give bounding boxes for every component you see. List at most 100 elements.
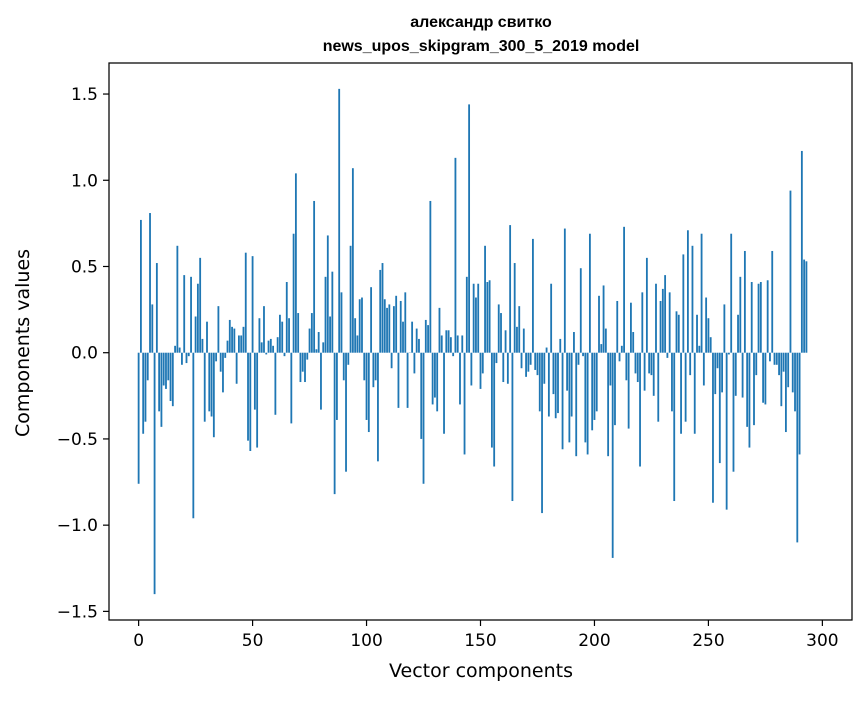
bar: [493, 353, 495, 467]
bar: [671, 353, 673, 412]
bar: [341, 292, 343, 352]
bar: [290, 353, 292, 424]
bar: [769, 353, 771, 362]
bar: [420, 353, 422, 439]
bar: [516, 327, 518, 353]
bar: [176, 246, 178, 353]
bar: [796, 353, 798, 543]
bar: [477, 284, 479, 353]
bar: [473, 284, 475, 353]
bar: [780, 353, 782, 406]
bar: [739, 277, 741, 353]
bar: [202, 339, 204, 353]
bar: [621, 346, 623, 353]
bar: [512, 353, 514, 501]
bar: [318, 332, 320, 353]
bar: [564, 229, 566, 353]
bar: [614, 353, 616, 425]
bar: [361, 298, 363, 353]
bar: [753, 353, 755, 425]
bar: [680, 353, 682, 434]
bar: [662, 289, 664, 353]
bar: [548, 353, 550, 417]
bar: [240, 335, 242, 352]
bar: [145, 353, 147, 422]
bar: [712, 353, 714, 503]
bar: [138, 353, 140, 484]
bar: [541, 353, 543, 513]
bar: [347, 353, 349, 365]
bar: [733, 353, 735, 472]
bar: [764, 353, 766, 405]
bar: [694, 353, 696, 434]
bar: [274, 353, 276, 415]
bar: [297, 313, 299, 353]
bar: [573, 332, 575, 353]
bar: [425, 320, 427, 353]
bar: [320, 353, 322, 410]
bar: [550, 284, 552, 353]
bar: [445, 330, 447, 352]
bar: [436, 353, 438, 412]
bar: [498, 304, 500, 352]
bar: [710, 337, 712, 353]
bar: [692, 246, 694, 353]
bar: [689, 353, 691, 375]
bar: [625, 353, 627, 381]
bar: [211, 353, 213, 417]
bar: [338, 89, 340, 353]
bar: [293, 234, 295, 353]
bar: [149, 213, 151, 353]
bar: [245, 253, 247, 353]
bar: [386, 308, 388, 353]
bar: [641, 292, 643, 352]
bar: [514, 263, 516, 353]
bar: [728, 353, 730, 355]
bar: [302, 353, 304, 372]
bar: [167, 353, 169, 381]
y-tick-label: −1.5: [57, 602, 98, 622]
bar: [539, 353, 541, 412]
bar: [233, 329, 235, 353]
bar: [475, 298, 477, 353]
bar: [737, 315, 739, 353]
bar: [350, 246, 352, 353]
bar: [470, 353, 472, 386]
bar: [685, 353, 687, 422]
bar: [655, 284, 657, 353]
bar: [227, 341, 229, 353]
bar: [466, 277, 468, 353]
bar: [623, 227, 625, 353]
bar: [249, 353, 251, 451]
bar: [354, 318, 356, 352]
bar: [370, 287, 372, 353]
bar: [648, 353, 650, 374]
bar: [717, 353, 719, 369]
x-tick-label: 50: [242, 631, 264, 651]
bar: [284, 353, 286, 356]
bar: [363, 353, 365, 381]
bar: [154, 353, 156, 594]
bar: [698, 346, 700, 353]
bar: [181, 353, 183, 365]
bar: [183, 275, 185, 353]
bar: [313, 201, 315, 353]
bar: [142, 353, 144, 434]
bar: [509, 225, 511, 353]
bar: [644, 353, 646, 391]
bar: [165, 353, 167, 389]
bar: [799, 353, 801, 455]
bar: [377, 353, 379, 462]
bar: [199, 258, 201, 353]
bar: [660, 301, 662, 353]
bar: [277, 337, 279, 353]
bar: [147, 353, 149, 381]
bar: [336, 353, 338, 420]
bar: [331, 272, 333, 353]
bar: [179, 348, 181, 353]
y-axis-ticks: −1.5−1.0−0.50.00.51.01.5: [57, 85, 109, 622]
bar: [315, 349, 317, 352]
bar: [247, 353, 249, 441]
